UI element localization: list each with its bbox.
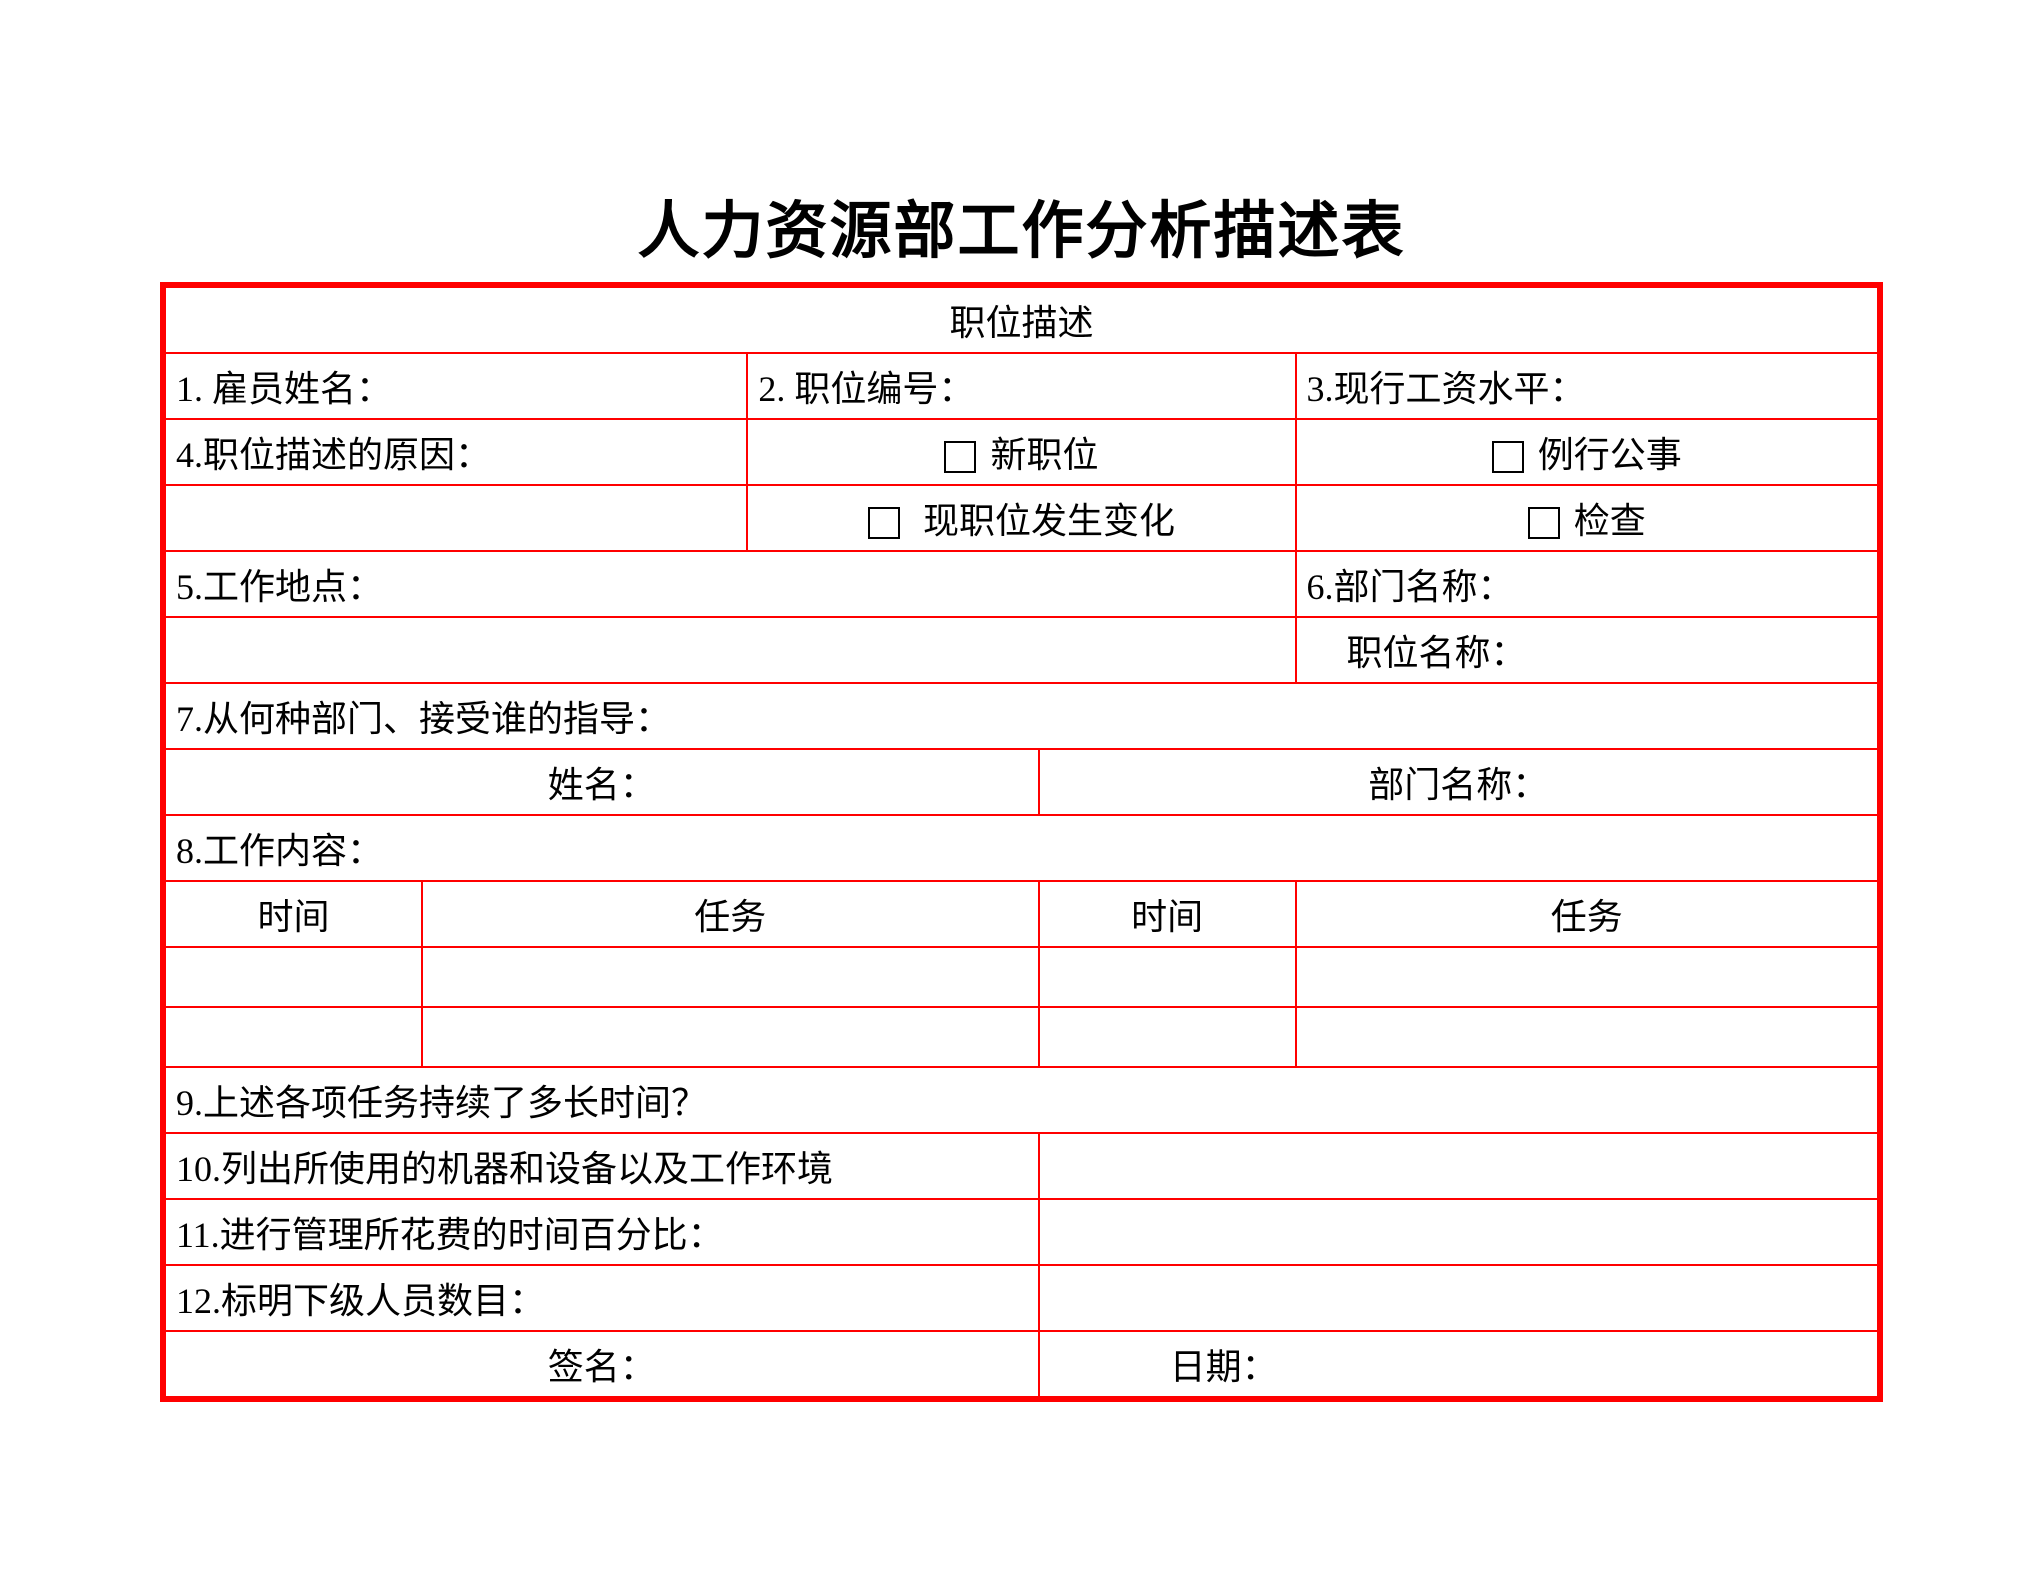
col-task-2: 任务 (1296, 881, 1878, 947)
page-container: 人力资源部工作分析描述表 职位描述 1. 雇员姓名： 2. 职位编号： 3.现行… (0, 0, 2043, 1402)
work-content-label: 8.工作内容： (165, 815, 1878, 881)
subordinate-count-value (1039, 1265, 1878, 1331)
option-new-position: 新职位 (747, 419, 1295, 485)
row-14: 11.进行管理所花费的时间百分比： (165, 1199, 1878, 1265)
checkbox-icon[interactable] (1492, 441, 1524, 473)
row-4: 5.工作地点： 6.部门名称： (165, 551, 1878, 617)
position-number-label: 2. 职位编号： (747, 353, 1295, 419)
row-1: 1. 雇员姓名： 2. 职位编号： 3.现行工资水平： (165, 353, 1878, 419)
row-13: 10.列出所使用的机器和设备以及工作环境 (165, 1133, 1878, 1199)
row-12: 9.上述各项任务持续了多长时间？ (165, 1067, 1878, 1133)
management-time-value (1039, 1199, 1878, 1265)
name-label: 姓名： (165, 749, 1039, 815)
row-3: 现职位发生变化 检查 (165, 485, 1878, 551)
row-2: 4.职位描述的原因： 新职位 例行公事 (165, 419, 1878, 485)
col-time-2: 时间 (1039, 881, 1296, 947)
option-position-changed: 现职位发生变化 (747, 485, 1295, 551)
data-cell (165, 1007, 422, 1067)
management-time-label: 11.进行管理所花费的时间百分比： (165, 1199, 1039, 1265)
option-routine: 例行公事 (1296, 419, 1878, 485)
data-cell (422, 1007, 1039, 1067)
form-outer-border: 职位描述 1. 雇员姓名： 2. 职位编号： 3.现行工资水平： 4.职位描述的… (160, 282, 1883, 1402)
employee-name-label: 1. 雇员姓名： (165, 353, 747, 419)
row-16: 签名： 日期： (165, 1331, 1878, 1397)
option-check-text: 检查 (1574, 501, 1646, 541)
col-time-1: 时间 (165, 881, 422, 947)
checkbox-icon[interactable] (944, 441, 976, 473)
department-name-label: 6.部门名称： (1296, 551, 1878, 617)
row-6: 7.从何种部门、接受谁的指导： (165, 683, 1878, 749)
option-routine-text: 例行公事 (1538, 435, 1682, 475)
row-8: 8.工作内容： (165, 815, 1878, 881)
empty-cell (165, 485, 747, 551)
row-10-data (165, 947, 1878, 1007)
section-header: 职位描述 (165, 287, 1878, 353)
option-new-position-text: 新职位 (990, 435, 1098, 475)
signature-label: 签名： (165, 1331, 1039, 1397)
equipment-value (1039, 1133, 1878, 1199)
checkbox-icon[interactable] (1528, 507, 1560, 539)
col-task-1: 任务 (422, 881, 1039, 947)
form-table: 职位描述 1. 雇员姓名： 2. 职位编号： 3.现行工资水平： 4.职位描述的… (164, 286, 1879, 1398)
document-title: 人力资源部工作分析描述表 (160, 180, 1883, 270)
option-position-changed-text: 现职位发生变化 (923, 501, 1175, 541)
reason-label: 4.职位描述的原因： (165, 419, 747, 485)
row-11-data (165, 1007, 1878, 1067)
data-cell (1039, 947, 1296, 1007)
salary-level-label: 3.现行工资水平： (1296, 353, 1878, 419)
data-cell (165, 947, 422, 1007)
checkbox-icon[interactable] (868, 507, 900, 539)
row-7: 姓名： 部门名称： (165, 749, 1878, 815)
data-cell (1296, 1007, 1878, 1067)
row-9-headers: 时间 任务 时间 任务 (165, 881, 1878, 947)
row-15: 12.标明下级人员数目： (165, 1265, 1878, 1331)
dept-name-label: 部门名称： (1039, 749, 1878, 815)
data-cell (1296, 947, 1878, 1007)
data-cell (422, 947, 1039, 1007)
work-location-label: 5.工作地点： (165, 551, 1296, 617)
row-5: 职位名称： (165, 617, 1878, 683)
empty-cell (165, 617, 1296, 683)
guidance-label: 7.从何种部门、接受谁的指导： (165, 683, 1878, 749)
option-check: 检查 (1296, 485, 1878, 551)
position-name-label: 职位名称： (1296, 617, 1878, 683)
date-label: 日期： (1039, 1331, 1878, 1397)
data-cell (1039, 1007, 1296, 1067)
subordinate-count-label: 12.标明下级人员数目： (165, 1265, 1039, 1331)
section-header-row: 职位描述 (165, 287, 1878, 353)
equipment-label: 10.列出所使用的机器和设备以及工作环境 (165, 1133, 1039, 1199)
duration-label: 9.上述各项任务持续了多长时间？ (165, 1067, 1878, 1133)
